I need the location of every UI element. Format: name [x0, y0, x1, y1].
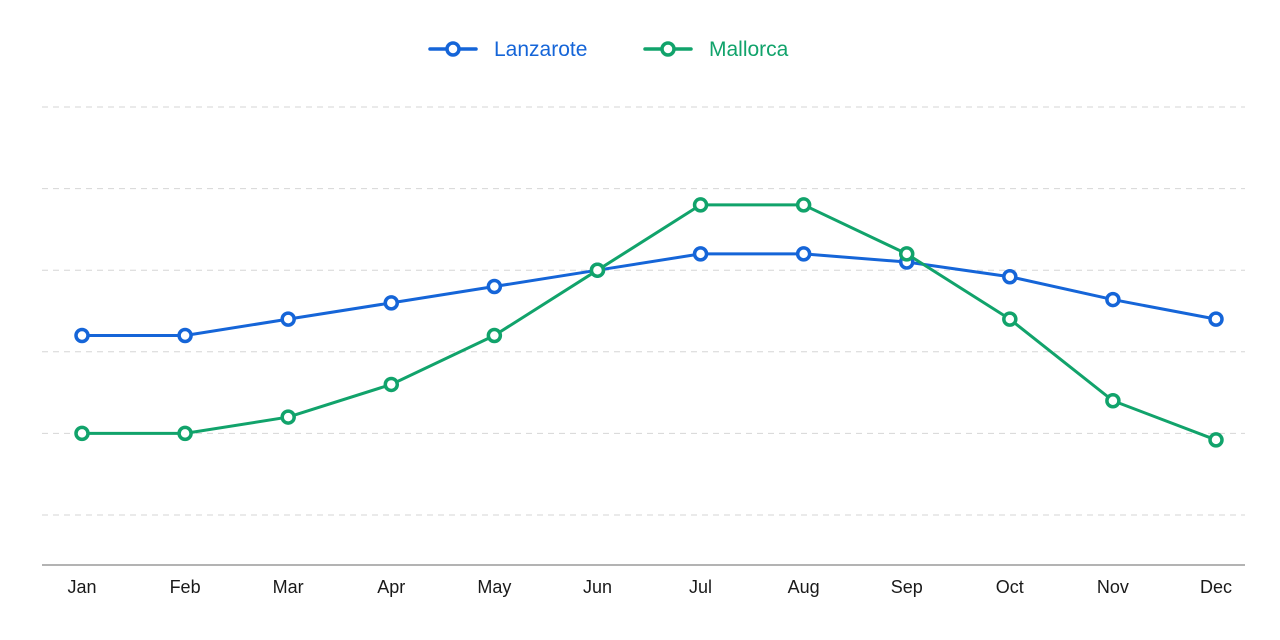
data-point-mallorca-apr	[383, 376, 400, 393]
x-axis-tick-labels: Jan Feb Mar Apr May Jun Jul Aug Sep Oct Nov Dec	[67, 577, 1232, 597]
data-point-mallorca-oct	[1002, 311, 1018, 327]
legend-item-lanzarote: Lanzarote	[428, 38, 587, 61]
data-point-mallorca-sep	[898, 246, 915, 262]
data-point-lanzarote-nov	[1105, 291, 1121, 308]
x-tick-label-feb: Feb	[170, 577, 201, 597]
data-point-lanzarote-may	[486, 278, 503, 295]
data-point-mallorca-jul	[692, 197, 709, 213]
x-tick-label-apr: Apr	[377, 577, 405, 597]
x-tick-label-may: May	[477, 577, 511, 597]
data-point-lanzarote-mar	[280, 311, 296, 327]
data-point-lanzarote-jul	[692, 246, 709, 262]
data-point-lanzarote-feb	[177, 327, 193, 344]
data-point-mallorca-jan	[74, 425, 90, 442]
series-line-lanzarote	[80, 252, 1218, 337]
data-point-lanzarote-apr	[383, 295, 400, 311]
x-tick-label-jul: Jul	[689, 577, 712, 597]
gridlines	[42, 106, 1245, 516]
x-tick-label-oct: Oct	[996, 577, 1024, 597]
x-tick-label-jan: Jan	[67, 577, 96, 597]
data-point-mallorca-feb	[177, 425, 193, 442]
data-point-mallorca-may	[486, 327, 503, 344]
data-point-lanzarote-dec	[1208, 311, 1224, 327]
legend-marker-lanzarote	[445, 41, 461, 57]
legend-marker-mallorca	[660, 41, 676, 57]
series-lanzarote	[74, 246, 1224, 344]
data-point-mallorca-dec	[1208, 432, 1224, 448]
series-line-mallorca	[80, 203, 1218, 442]
legend: Lanzarote Mallorca	[428, 38, 789, 61]
data-point-lanzarote-jan	[74, 327, 90, 344]
series-mallorca	[74, 197, 1224, 448]
data-point-lanzarote-aug	[795, 246, 812, 262]
legend-label-mallorca: Mallorca	[709, 38, 789, 61]
x-tick-label-dec: Dec	[1200, 577, 1232, 597]
x-tick-label-sep: Sep	[891, 577, 923, 597]
data-point-mallorca-nov	[1105, 393, 1121, 409]
data-point-lanzarote-oct	[1002, 268, 1018, 285]
legend-label-lanzarote: Lanzarote	[494, 38, 587, 61]
legend-item-mallorca: Mallorca	[643, 38, 789, 61]
x-tick-label-jun: Jun	[583, 577, 612, 597]
x-tick-label-aug: Aug	[788, 577, 820, 597]
x-tick-label-mar: Mar	[273, 577, 304, 597]
x-tick-label-nov: Nov	[1097, 577, 1129, 597]
data-point-mallorca-aug	[795, 197, 812, 213]
data-point-mallorca-jun	[589, 262, 606, 278]
data-point-mallorca-mar	[280, 409, 296, 425]
